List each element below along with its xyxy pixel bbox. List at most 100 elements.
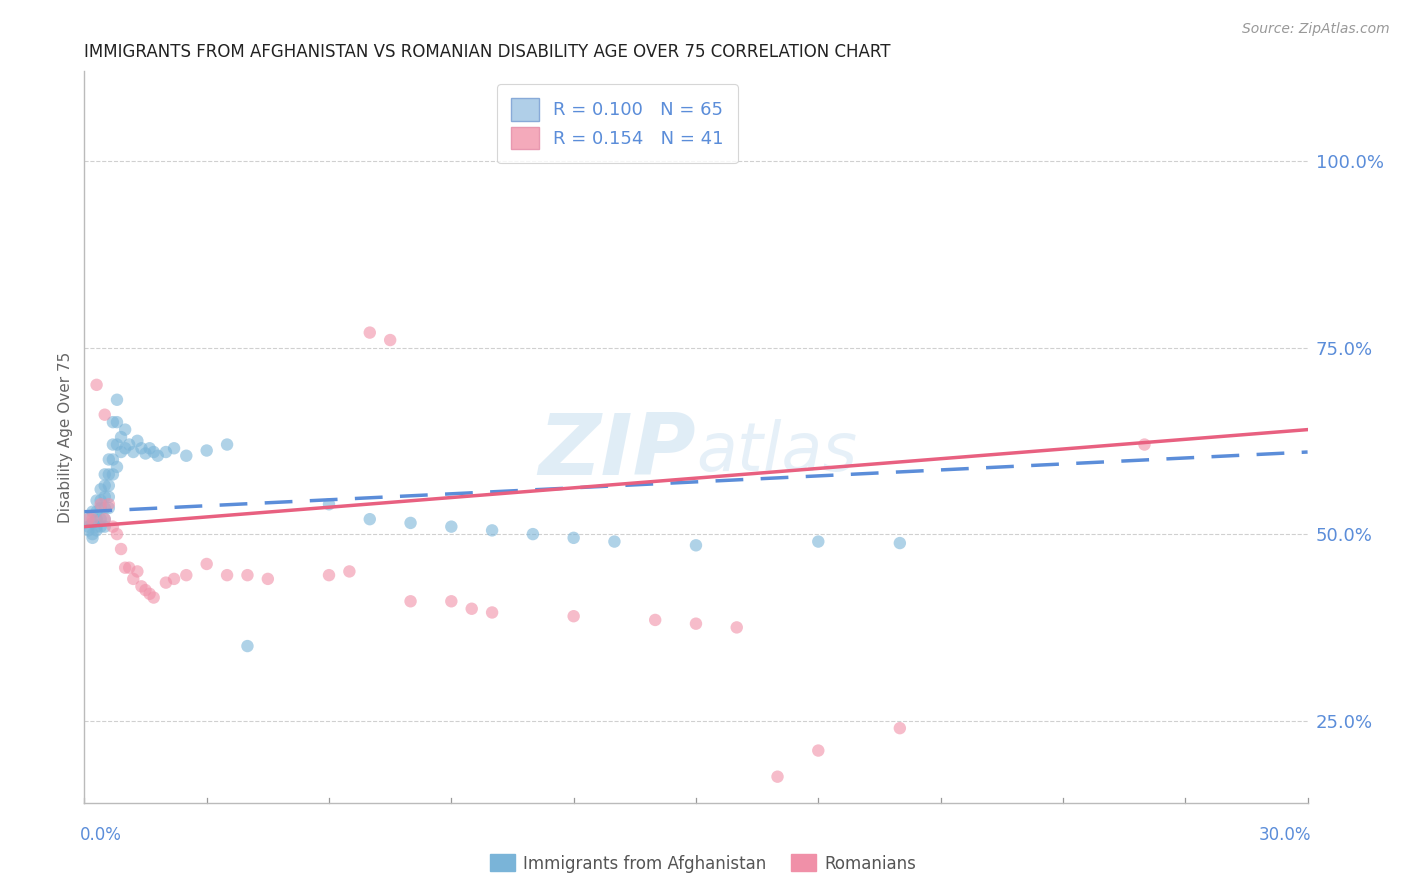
Text: 0.0%: 0.0% bbox=[80, 826, 122, 844]
Point bbox=[114, 560, 136, 574]
Point bbox=[807, 743, 830, 757]
Point bbox=[90, 493, 112, 508]
Point bbox=[82, 512, 104, 526]
Point bbox=[114, 442, 136, 456]
Point bbox=[685, 616, 707, 631]
Point bbox=[127, 434, 149, 448]
Point bbox=[359, 326, 381, 340]
Point bbox=[127, 565, 149, 579]
Point bbox=[86, 505, 108, 519]
Point bbox=[217, 568, 239, 582]
Point bbox=[97, 467, 120, 482]
Point bbox=[163, 572, 186, 586]
Point bbox=[105, 415, 128, 429]
Point bbox=[93, 408, 115, 422]
Point bbox=[82, 531, 104, 545]
Point bbox=[236, 568, 259, 582]
Point bbox=[110, 445, 132, 459]
Point bbox=[440, 519, 463, 533]
Point bbox=[90, 497, 112, 511]
Point bbox=[93, 478, 115, 492]
Point bbox=[101, 415, 124, 429]
Point bbox=[440, 594, 463, 608]
Legend: Immigrants from Afghanistan, Romanians: Immigrants from Afghanistan, Romanians bbox=[482, 847, 924, 880]
Point bbox=[101, 452, 124, 467]
Point bbox=[257, 572, 280, 586]
Point bbox=[461, 601, 484, 615]
Point bbox=[93, 490, 115, 504]
Point bbox=[90, 500, 112, 515]
Point bbox=[399, 516, 422, 530]
Point bbox=[359, 512, 381, 526]
Point bbox=[86, 512, 108, 526]
Point bbox=[82, 527, 104, 541]
Point bbox=[114, 423, 136, 437]
Text: ZIP: ZIP bbox=[538, 410, 696, 493]
Point bbox=[142, 591, 165, 605]
Point bbox=[97, 478, 120, 492]
Point bbox=[195, 557, 218, 571]
Point bbox=[93, 467, 115, 482]
Point bbox=[122, 445, 145, 459]
Point bbox=[93, 512, 115, 526]
Point bbox=[135, 583, 157, 598]
Point bbox=[118, 437, 141, 451]
Y-axis label: Disability Age Over 75: Disability Age Over 75 bbox=[58, 351, 73, 523]
Point bbox=[105, 459, 128, 474]
Point bbox=[77, 512, 100, 526]
Point bbox=[146, 449, 169, 463]
Point bbox=[195, 443, 218, 458]
Text: atlas: atlas bbox=[696, 418, 858, 484]
Point bbox=[90, 483, 112, 497]
Point bbox=[93, 519, 115, 533]
Point bbox=[562, 531, 585, 545]
Point bbox=[97, 497, 120, 511]
Point bbox=[82, 516, 104, 530]
Point bbox=[174, 568, 197, 582]
Point bbox=[217, 437, 239, 451]
Point bbox=[562, 609, 585, 624]
Point bbox=[481, 606, 503, 620]
Text: IMMIGRANTS FROM AFGHANISTAN VS ROMANIAN DISABILITY AGE OVER 75 CORRELATION CHART: IMMIGRANTS FROM AFGHANISTAN VS ROMANIAN … bbox=[84, 44, 891, 62]
Point bbox=[318, 568, 340, 582]
Point bbox=[399, 594, 422, 608]
Point bbox=[110, 542, 132, 557]
Point bbox=[1133, 437, 1156, 451]
Point bbox=[135, 446, 157, 460]
Point bbox=[77, 519, 100, 533]
Point bbox=[725, 620, 748, 634]
Point bbox=[339, 565, 361, 579]
Point bbox=[131, 442, 153, 456]
Point bbox=[644, 613, 666, 627]
Point bbox=[93, 500, 115, 515]
Point bbox=[90, 519, 112, 533]
Point bbox=[105, 392, 128, 407]
Point bbox=[77, 524, 100, 538]
Point bbox=[380, 333, 402, 347]
Point bbox=[93, 512, 115, 526]
Point bbox=[82, 505, 104, 519]
Point bbox=[318, 497, 340, 511]
Point bbox=[138, 442, 160, 456]
Point bbox=[481, 524, 503, 538]
Text: 30.0%: 30.0% bbox=[1260, 826, 1312, 844]
Point bbox=[86, 524, 108, 538]
Point bbox=[138, 587, 160, 601]
Point bbox=[86, 377, 108, 392]
Point bbox=[889, 536, 911, 550]
Point bbox=[97, 452, 120, 467]
Point bbox=[131, 579, 153, 593]
Point bbox=[142, 445, 165, 459]
Point bbox=[97, 490, 120, 504]
Point bbox=[766, 770, 789, 784]
Point bbox=[97, 500, 120, 515]
Point bbox=[110, 430, 132, 444]
Point bbox=[155, 445, 177, 459]
Point bbox=[155, 575, 177, 590]
Point bbox=[163, 442, 186, 456]
Point bbox=[105, 437, 128, 451]
Point bbox=[685, 538, 707, 552]
Point bbox=[101, 437, 124, 451]
Point bbox=[105, 527, 128, 541]
Point bbox=[86, 493, 108, 508]
